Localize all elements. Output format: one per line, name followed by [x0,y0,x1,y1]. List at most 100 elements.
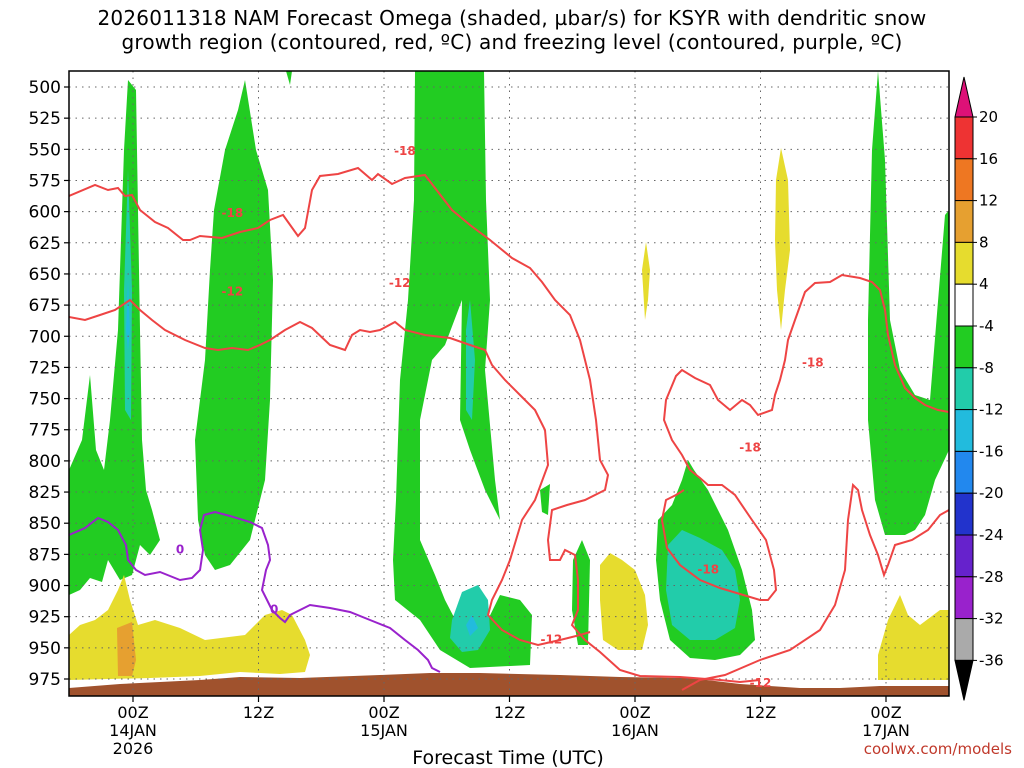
colorbar-tick-label: 16 [979,150,998,168]
omega-area-green [195,80,273,570]
y-tick-label: 875 [29,545,61,565]
contour-label-dendritic: -18 [394,144,416,158]
y-tick-label: 725 [29,358,61,378]
colorbar-bin [954,325,974,369]
y-tick-label: 650 [29,265,61,285]
y-tick-label: 525 [29,109,61,129]
dendritic-contour-minus18 [660,273,949,601]
x-tick-label: 00Z [368,703,399,722]
colorbar-arrow-top [954,76,974,118]
dendritic-contour-minus12 [69,298,591,647]
omega-area-green [868,71,949,535]
y-tick-label: 675 [29,296,61,316]
terrain-surface [69,673,949,696]
freezing-contour-0 [69,510,441,673]
y-tick-label: 825 [29,483,61,503]
omega-area-cyan [126,280,130,350]
y-tick-label: 575 [29,171,61,191]
x-tick-date: 15JAN [360,721,408,740]
omega-area-orange [117,622,136,676]
contour-label-dendritic: -12 [222,285,244,299]
colorbar-tick-label: 4 [979,275,989,293]
contour-label-dendritic: -18 [739,440,761,454]
y-tick-label: 800 [29,452,61,472]
colorbar: 20 16 12 8 4 -4 -8 -12 -16 -20 -24 -28 -32 -36 [954,76,1004,701]
y-tick-label: 925 [29,608,61,628]
omega-area-yellow [775,148,790,330]
omega-area-yellow [600,553,648,650]
omega-area-green [286,71,292,85]
colorbar-bin [954,241,974,285]
y-axis: 500 525 550 575 600 625 650 675 700 725 750 775 800 8… [29,78,69,690]
y-tick-label: 500 [29,78,61,98]
contour-label-dendritic: -12 [389,276,411,290]
chart-title-line2: growth region (contoured, red, ºC) and f… [121,30,903,54]
contour-label-dendritic: -18 [697,563,719,577]
colorbar-tick-label: -16 [979,442,1004,460]
credit-text[interactable]: coolwx.com/models [864,740,1012,758]
omega-area-green [393,71,532,668]
omega-area-green [540,484,550,515]
y-tick-label: 850 [29,514,61,534]
y-tick-label: 975 [29,670,61,690]
omega-area-yellow [878,595,949,680]
colorbar-tick-label: -28 [979,568,1004,586]
colorbar-bin [954,492,974,536]
y-tick-label: 625 [29,234,61,254]
y-tick-label: 775 [29,421,61,441]
y-tick-label: 750 [29,390,61,410]
dendritic-contour-minus18 [69,166,761,684]
omega-area-green [69,80,160,595]
contour-label-freezing: 0 [270,602,278,616]
colorbar-tick-label: 8 [979,233,989,251]
dotted-grid [69,71,949,696]
colorbar-arrow-bottom [954,659,974,701]
x-tick-label: 12Z [243,703,274,722]
colorbar-bin [954,200,974,243]
x-tick-date: 17JAN [862,721,910,740]
colorbar-bin [954,283,974,327]
omega-area-teal [466,300,475,420]
chart-title-line1: 2026011318 NAM Forecast Omega (shaded, µ… [97,6,927,30]
contour-label-dendritic: -12 [750,676,772,690]
contour-labels: -18 -18 -12 -12 -18 -18 -18 -12 -12 0 0 [176,144,824,690]
contour-label-dendritic: -18 [222,206,244,220]
y-tick-label: 950 [29,639,61,659]
contour-label-dendritic: -12 [540,632,562,646]
colorbar-bin [954,576,974,620]
x-tick-date: 16JAN [611,721,659,740]
colorbar-bin [954,409,974,452]
colorbar-tick-label: -4 [979,317,994,335]
colorbar-tick-label: -12 [979,401,1004,419]
colorbar-bin [954,116,974,160]
y-tick-label: 900 [29,577,61,597]
x-tick-label: 12Z [745,703,776,722]
colorbar-tick-label: -24 [979,526,1004,544]
omega-area-yellow [642,242,650,320]
colorbar-tick-label: 12 [979,192,998,210]
colorbar-tick-label: -8 [979,359,994,377]
x-tick-label: 12Z [494,703,525,722]
contour-label-freezing: 0 [176,543,184,557]
colorbar-tick-label: 20 [979,108,998,126]
contour-lines [69,166,949,691]
colorbar-bin [954,534,974,578]
chart-title: 2026011318 NAM Forecast Omega (shaded, µ… [0,6,1024,54]
y-tick-label: 700 [29,327,61,347]
colorbar-bin [954,158,974,202]
colorbar-tick-label: -36 [979,651,1004,669]
colorbar-bin [954,367,974,411]
y-tick-label: 550 [29,140,61,160]
colorbar-tick-label: -20 [979,484,1004,502]
dendritic-contour-minus18 [681,482,949,691]
x-tick-label: 00Z [117,703,148,722]
omega-area-teal [666,530,740,640]
omega-area-cyan [466,615,478,636]
colorbar-bin [954,450,974,494]
x-tick-date: 14JAN [109,721,157,740]
x-axis-title: Forecast Time (UTC) [412,747,603,768]
colorbar-bin [954,618,974,661]
colorbar-tick-label: -32 [979,610,1004,628]
